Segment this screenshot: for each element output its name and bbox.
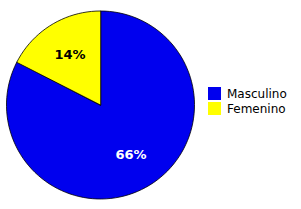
svg-text:66%: 66% xyxy=(115,147,146,162)
html-text:Masculino: Masculino xyxy=(227,86,287,101)
html-text:Femenino: Femenino xyxy=(227,101,286,116)
svg-text:14%: 14% xyxy=(54,47,85,62)
